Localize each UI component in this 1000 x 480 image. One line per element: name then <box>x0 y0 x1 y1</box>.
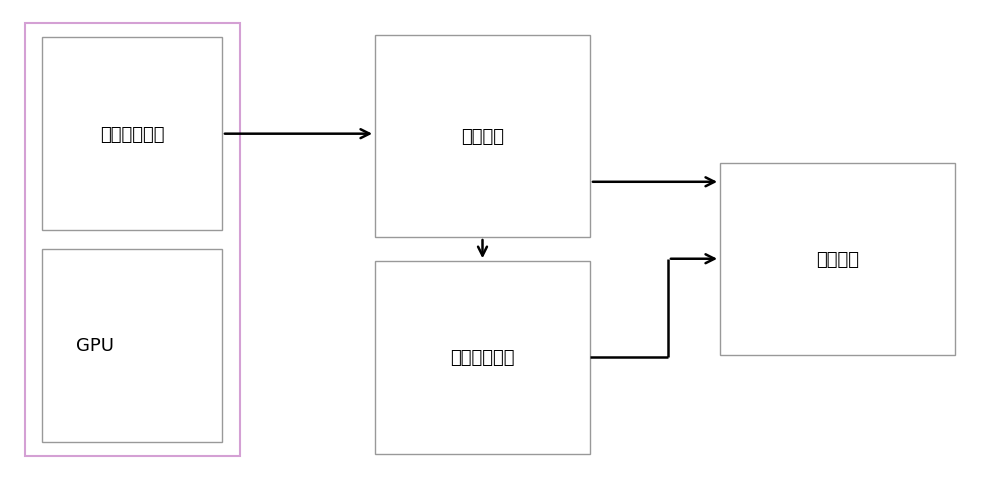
Text: 测量现场: 测量现场 <box>816 250 859 268</box>
Bar <box>42 250 222 442</box>
Text: 数据处理单元: 数据处理单元 <box>100 125 164 144</box>
Bar <box>42 38 222 230</box>
Bar <box>375 36 590 238</box>
Text: GPU: GPU <box>76 336 114 355</box>
Bar <box>720 163 955 355</box>
Text: 同步单元: 同步单元 <box>461 128 504 146</box>
Bar <box>375 262 590 454</box>
Bar <box>25 24 240 456</box>
Text: 投影采集单元: 投影采集单元 <box>450 348 515 367</box>
